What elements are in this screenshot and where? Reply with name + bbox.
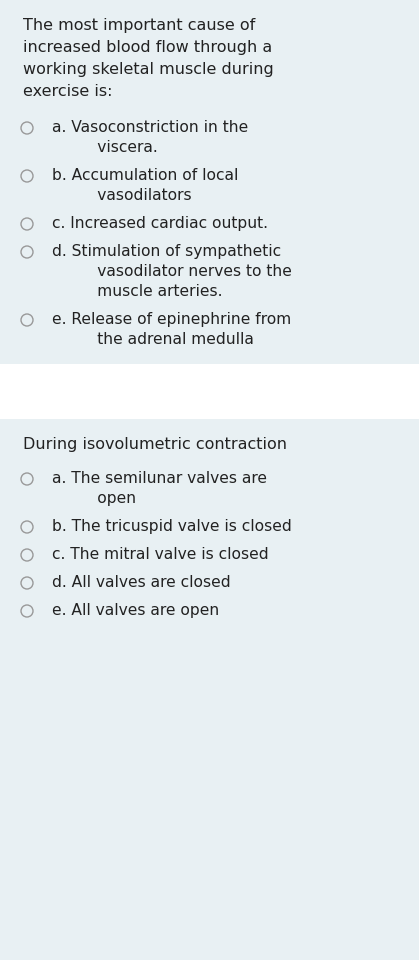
Text: d. All valves are closed: d. All valves are closed <box>52 575 230 590</box>
Text: c. Increased cardiac output.: c. Increased cardiac output. <box>52 216 268 231</box>
FancyBboxPatch shape <box>0 364 419 419</box>
Text: e. All valves are open: e. All valves are open <box>52 603 219 618</box>
Text: d. Stimulation of sympathetic: d. Stimulation of sympathetic <box>52 244 281 259</box>
Text: c. The mitral valve is closed: c. The mitral valve is closed <box>52 547 269 562</box>
Text: muscle arteries.: muscle arteries. <box>68 284 222 299</box>
Text: vasodilator nerves to the: vasodilator nerves to the <box>68 264 292 279</box>
Text: e. Release of epinephrine from: e. Release of epinephrine from <box>52 312 291 327</box>
Circle shape <box>21 122 33 134</box>
Text: vasodilators: vasodilators <box>68 188 191 203</box>
Text: open: open <box>68 491 136 506</box>
Circle shape <box>21 605 33 617</box>
Circle shape <box>21 577 33 589</box>
Text: b. Accumulation of local: b. Accumulation of local <box>52 168 238 183</box>
Text: the adrenal medulla: the adrenal medulla <box>68 332 254 347</box>
Circle shape <box>21 246 33 258</box>
Circle shape <box>21 549 33 561</box>
Circle shape <box>21 314 33 326</box>
Text: exercise is:: exercise is: <box>23 84 112 99</box>
Circle shape <box>21 218 33 230</box>
FancyBboxPatch shape <box>0 419 419 960</box>
Text: working skeletal muscle during: working skeletal muscle during <box>23 62 274 77</box>
Text: b. The tricuspid valve is closed: b. The tricuspid valve is closed <box>52 519 292 534</box>
Circle shape <box>21 473 33 485</box>
Circle shape <box>21 170 33 182</box>
Text: a. Vasoconstriction in the: a. Vasoconstriction in the <box>52 120 248 135</box>
Text: During isovolumetric contraction: During isovolumetric contraction <box>23 437 287 452</box>
FancyBboxPatch shape <box>0 0 419 570</box>
Text: increased blood flow through a: increased blood flow through a <box>23 40 272 55</box>
Text: The most important cause of: The most important cause of <box>23 18 255 33</box>
Text: viscera.: viscera. <box>68 140 158 155</box>
Text: a. The semilunar valves are: a. The semilunar valves are <box>52 471 267 486</box>
Circle shape <box>21 521 33 533</box>
